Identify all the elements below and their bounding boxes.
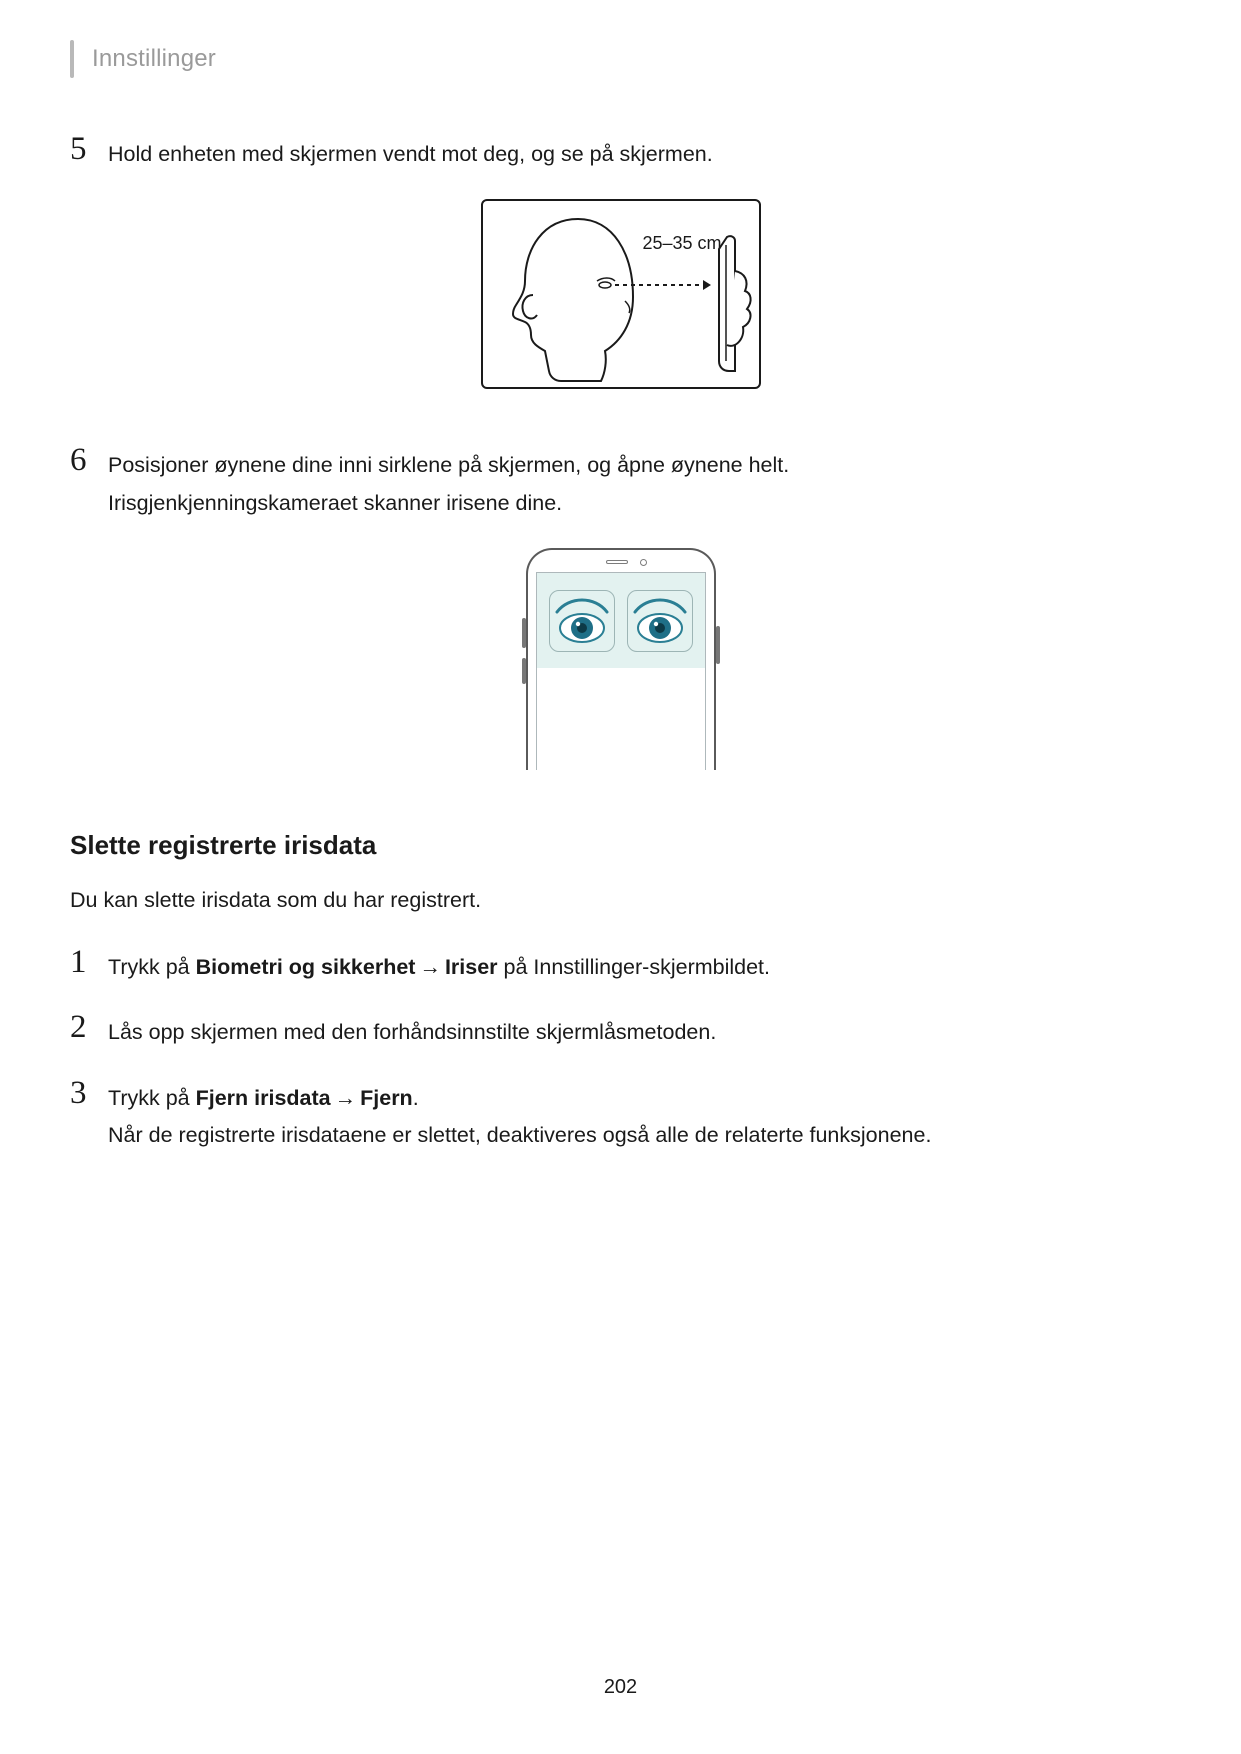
phone-side-button-icon [716, 626, 720, 664]
arrow-separator: → [415, 950, 445, 985]
header-accent-bar [70, 40, 74, 78]
page: Innstillinger 5 Hold enheten med skjerme… [0, 0, 1241, 1754]
figure-1-wrap: 25–35 cm [70, 199, 1171, 389]
page-number: 202 [0, 1676, 1241, 1699]
left-eye-box [549, 590, 615, 652]
step-body: Trykk på Fjern irisdata → Fjern. Når de … [108, 1077, 931, 1156]
eye-icon [551, 592, 613, 650]
phone-speaker-icon [606, 560, 628, 564]
figure-1-distance-illustration: 25–35 cm [481, 199, 761, 389]
bold-text: Fjern irisdata [196, 1086, 331, 1110]
step-text: Trykk på Biometri og sikkerhet → Iriser … [108, 950, 770, 985]
step-number: 5 [70, 133, 108, 166]
step-number: 1 [70, 946, 108, 979]
iris-scan-zone [537, 573, 705, 668]
delete-step-2: 2 Lås opp skjermen med den forhåndsinnst… [70, 1011, 1171, 1052]
step-number: 2 [70, 1011, 108, 1044]
phone-camera-icon [640, 559, 647, 566]
text-fragment: på Innstillinger-skjermbildet. [498, 955, 770, 979]
step-body: Trykk på Biometri og sikkerhet → Iriser … [108, 946, 770, 987]
bold-text: Fjern [360, 1086, 413, 1110]
delete-step-3: 3 Trykk på Fjern irisdata → Fjern. Når d… [70, 1077, 1171, 1156]
phone-screen [536, 572, 706, 770]
header-title: Innstillinger [92, 45, 216, 73]
step-text-line2: Irisgjenkjenningskameraet skanner irisen… [108, 486, 789, 521]
phone-side-button-icon [522, 618, 526, 648]
step-body: Posisjoner øynene dine inni sirklene på … [108, 444, 789, 523]
text-fragment: Trykk på [108, 955, 196, 979]
step-text-line2: Når de registrerte irisdataene er slette… [108, 1118, 931, 1153]
step-text-line1: Trykk på Fjern irisdata → Fjern. [108, 1081, 931, 1116]
head-phone-icon [483, 201, 763, 391]
step-text: Hold enheten med skjermen vendt mot deg,… [108, 137, 713, 172]
step-text: Lås opp skjermen med den forhåndsinnstil… [108, 1015, 716, 1050]
text-fragment: Trykk på [108, 1086, 196, 1110]
eye-icon [629, 592, 691, 650]
section-intro: Du kan slette irisdata som du har regist… [70, 883, 1171, 917]
phone-outline-icon [526, 548, 716, 770]
distance-label: 25–35 cm [643, 233, 722, 254]
phone-side-button-icon [522, 658, 526, 684]
figure-2-iris-scan-illustration [526, 548, 716, 770]
step-body: Lås opp skjermen med den forhåndsinnstil… [108, 1011, 716, 1052]
step-number: 3 [70, 1077, 108, 1110]
bold-text: Biometri og sikkerhet [196, 955, 416, 979]
step-6: 6 Posisjoner øynene dine inni sirklene p… [70, 444, 1171, 523]
section-heading: Slette registrerte irisdata [70, 830, 1171, 861]
step-body: Hold enheten med skjermen vendt mot deg,… [108, 133, 713, 174]
right-eye-box [627, 590, 693, 652]
figure-2-wrap [70, 548, 1171, 770]
delete-step-1: 1 Trykk på Biometri og sikkerhet → Irise… [70, 946, 1171, 987]
text-fragment: . [413, 1086, 419, 1110]
arrow-separator: → [331, 1081, 361, 1116]
step-number: 6 [70, 444, 108, 477]
bold-text: Iriser [445, 955, 498, 979]
step-text-line1: Posisjoner øynene dine inni sirklene på … [108, 448, 789, 483]
step-5: 5 Hold enheten med skjermen vendt mot de… [70, 133, 1171, 174]
page-header: Innstillinger [70, 40, 1171, 78]
